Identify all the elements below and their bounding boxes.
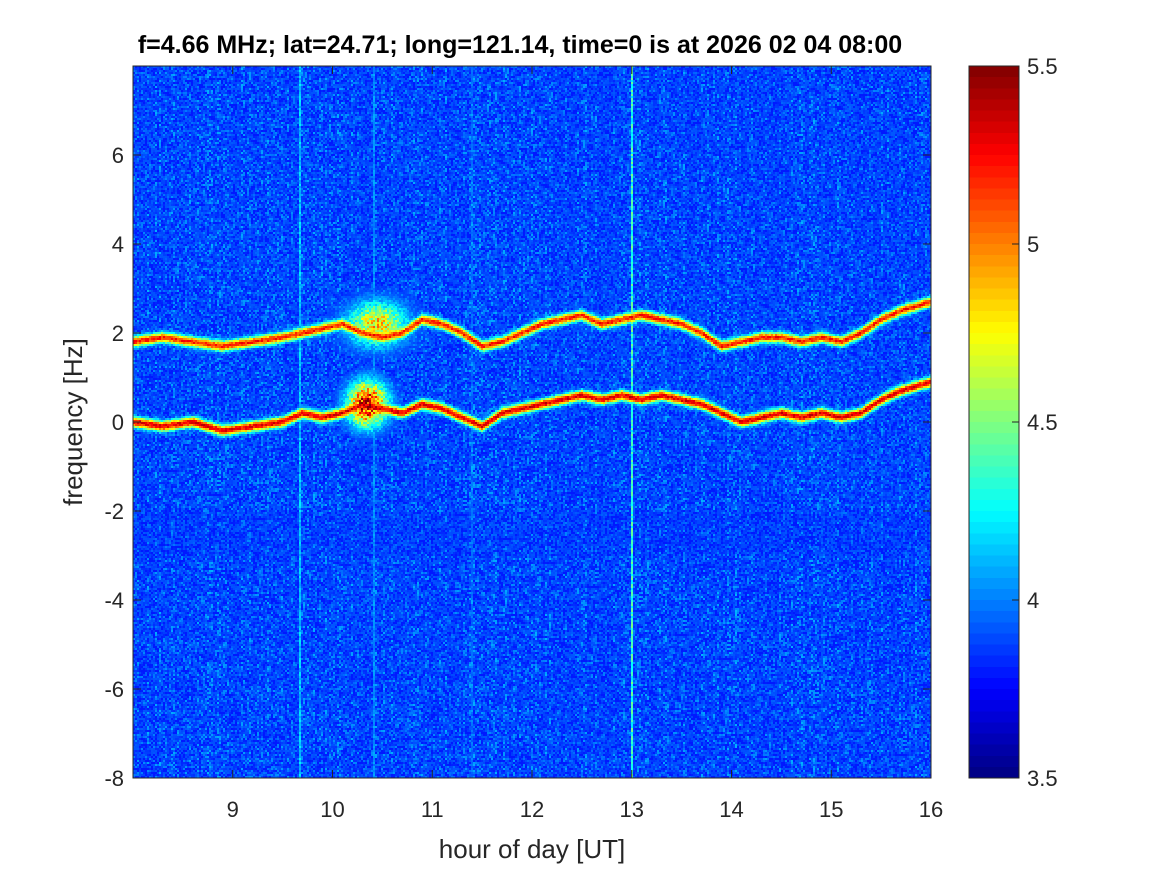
y-tick-label: -6 — [104, 677, 124, 702]
y-tick-label: -8 — [104, 766, 124, 791]
colorbar-tick-label: 3.5 — [1027, 766, 1058, 791]
y-tick-label: 4 — [112, 232, 124, 257]
x-tick-label: 11 — [421, 797, 444, 822]
x-axis: 9 10 11 12 13 14 15 16 — [227, 66, 943, 822]
colorbar: 3.5 4 4.5 5 5.5 — [968, 54, 1058, 791]
y-tick-label: -2 — [104, 499, 124, 524]
colorbar-tick-label: 5.5 — [1027, 54, 1058, 79]
x-tick-label: 14 — [719, 797, 743, 822]
y-tick-label: 0 — [112, 410, 124, 435]
x-tick-label: 9 — [227, 797, 239, 822]
colorbar-tick-label: 5 — [1027, 232, 1039, 257]
colorbar-ticks: 3.5 4 4.5 5 5.5 — [1012, 54, 1058, 791]
x-axis-label: hour of day [UT] — [439, 834, 625, 864]
y-tick-label: 2 — [112, 321, 124, 346]
heatmap-image — [133, 66, 931, 778]
x-tick-label: 15 — [819, 797, 843, 822]
x-tick-label: 13 — [620, 797, 644, 822]
plot-area — [132, 65, 932, 779]
colorbar-gradient — [969, 66, 1019, 778]
y-axis: -8 -6 -4 -2 0 2 4 6 — [104, 143, 931, 791]
x-tick-label: 10 — [320, 797, 344, 822]
colorbar-tick-label: 4 — [1027, 588, 1039, 613]
colorbar-tick-label: 4.5 — [1027, 410, 1058, 435]
y-tick-label: 6 — [112, 143, 124, 168]
y-tick-label: -4 — [104, 588, 124, 613]
chart-title: f=4.66 MHz; lat=24.71; long=121.14, time… — [138, 31, 902, 59]
x-tick-label: 16 — [919, 797, 943, 822]
x-tick-label: 12 — [520, 797, 544, 822]
y-axis-label: frequency [Hz] — [58, 338, 88, 506]
